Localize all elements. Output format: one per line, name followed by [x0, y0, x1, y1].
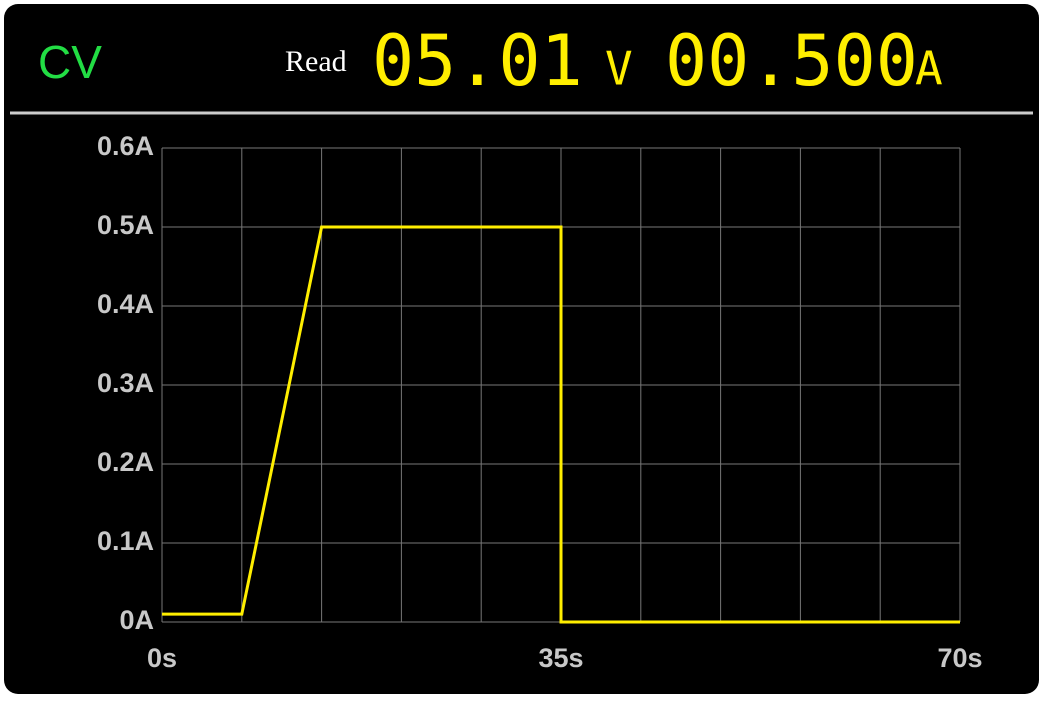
x-tick-label: 35s — [538, 643, 583, 673]
y-tick-label: 0.1A — [97, 526, 154, 556]
y-tick-label: 0A — [119, 605, 154, 635]
y-tick-label: 0.4A — [97, 289, 154, 319]
x-tick-label: 0s — [147, 643, 177, 673]
display — [4, 4, 1039, 694]
current: 00.500 — [665, 20, 918, 102]
y-tick-label: 0.2A — [97, 447, 154, 477]
y-tick-label: 0.3A — [97, 368, 154, 398]
series-line — [162, 225, 960, 624]
read-label: Read — [285, 45, 347, 78]
y-tick-label: 0.5A — [97, 210, 154, 240]
voltage: 05.01 — [372, 20, 583, 102]
y-tick-label: 0.6A — [97, 131, 154, 161]
mode: CV — [38, 36, 102, 88]
x-tick-label: 70s — [937, 643, 982, 673]
voltage-unit: V — [605, 42, 633, 96]
current-unit: A — [915, 42, 943, 96]
